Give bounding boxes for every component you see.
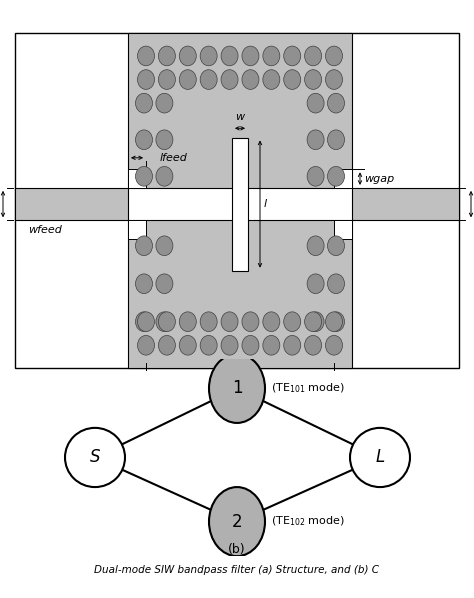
Text: L: L <box>375 448 384 466</box>
Ellipse shape <box>209 354 265 423</box>
Circle shape <box>328 130 345 150</box>
Circle shape <box>242 70 259 89</box>
Text: (a): (a) <box>228 403 246 416</box>
Circle shape <box>136 274 153 294</box>
Ellipse shape <box>209 487 265 556</box>
Bar <box>334 220 352 239</box>
Text: 2: 2 <box>232 512 242 530</box>
Circle shape <box>328 236 345 255</box>
Circle shape <box>156 274 173 294</box>
Bar <box>232 138 248 271</box>
Circle shape <box>242 312 259 331</box>
Circle shape <box>179 335 196 355</box>
Circle shape <box>137 70 155 89</box>
Circle shape <box>326 70 343 89</box>
Circle shape <box>136 166 153 186</box>
Circle shape <box>200 70 217 89</box>
Circle shape <box>284 46 301 66</box>
Circle shape <box>350 428 410 487</box>
Circle shape <box>284 335 301 355</box>
Circle shape <box>307 166 324 186</box>
Circle shape <box>156 236 173 255</box>
Text: (TE$_{102}$ mode): (TE$_{102}$ mode) <box>271 515 345 529</box>
Circle shape <box>137 312 155 331</box>
Circle shape <box>221 70 238 89</box>
Circle shape <box>136 236 153 255</box>
Text: S: S <box>90 448 100 466</box>
Circle shape <box>179 70 196 89</box>
Circle shape <box>136 93 153 113</box>
Circle shape <box>179 312 196 331</box>
Circle shape <box>263 46 280 66</box>
Circle shape <box>328 93 345 113</box>
Circle shape <box>307 274 324 294</box>
Bar <box>352 188 459 220</box>
Circle shape <box>328 274 345 294</box>
Circle shape <box>284 70 301 89</box>
Circle shape <box>242 335 259 355</box>
Circle shape <box>305 335 322 355</box>
Circle shape <box>200 335 217 355</box>
Circle shape <box>156 130 173 150</box>
Circle shape <box>221 312 238 331</box>
Bar <box>128 33 352 188</box>
Bar <box>128 169 146 188</box>
Text: (b): (b) <box>228 543 246 556</box>
Circle shape <box>242 46 259 66</box>
Circle shape <box>156 166 173 186</box>
Bar <box>334 169 352 188</box>
Bar <box>15 188 128 220</box>
Circle shape <box>221 335 238 355</box>
Circle shape <box>328 312 345 331</box>
Text: l: l <box>264 199 267 209</box>
Circle shape <box>307 93 324 113</box>
Circle shape <box>136 130 153 150</box>
Text: 1: 1 <box>232 379 242 398</box>
Circle shape <box>326 335 343 355</box>
Circle shape <box>137 46 155 66</box>
Bar <box>128 33 352 188</box>
Circle shape <box>307 236 324 255</box>
Circle shape <box>65 428 125 487</box>
Text: Dual-mode SIW bandpass filter (a) Structure, and (b) C: Dual-mode SIW bandpass filter (a) Struct… <box>94 565 380 575</box>
Circle shape <box>305 70 322 89</box>
Circle shape <box>263 312 280 331</box>
Circle shape <box>284 312 301 331</box>
Circle shape <box>326 46 343 66</box>
Circle shape <box>328 166 345 186</box>
Circle shape <box>307 130 324 150</box>
Text: wgap: wgap <box>364 173 394 184</box>
Circle shape <box>158 46 175 66</box>
Text: (TE$_{101}$ mode): (TE$_{101}$ mode) <box>271 382 345 395</box>
Circle shape <box>156 312 173 331</box>
Bar <box>128 220 146 239</box>
Circle shape <box>179 46 196 66</box>
Circle shape <box>137 335 155 355</box>
Bar <box>128 220 352 368</box>
Circle shape <box>200 46 217 66</box>
Circle shape <box>158 312 175 331</box>
Text: lfeed: lfeed <box>160 153 188 163</box>
Circle shape <box>307 312 324 331</box>
Circle shape <box>158 70 175 89</box>
Circle shape <box>305 46 322 66</box>
Circle shape <box>326 312 343 331</box>
Circle shape <box>263 335 280 355</box>
Text: b: b <box>237 390 244 401</box>
Circle shape <box>158 335 175 355</box>
Circle shape <box>156 93 173 113</box>
Text: wfeed: wfeed <box>28 225 62 234</box>
Bar <box>128 220 352 368</box>
Circle shape <box>221 46 238 66</box>
Circle shape <box>263 70 280 89</box>
Text: w: w <box>236 112 245 123</box>
Circle shape <box>136 312 153 331</box>
Circle shape <box>305 312 322 331</box>
Circle shape <box>200 312 217 331</box>
